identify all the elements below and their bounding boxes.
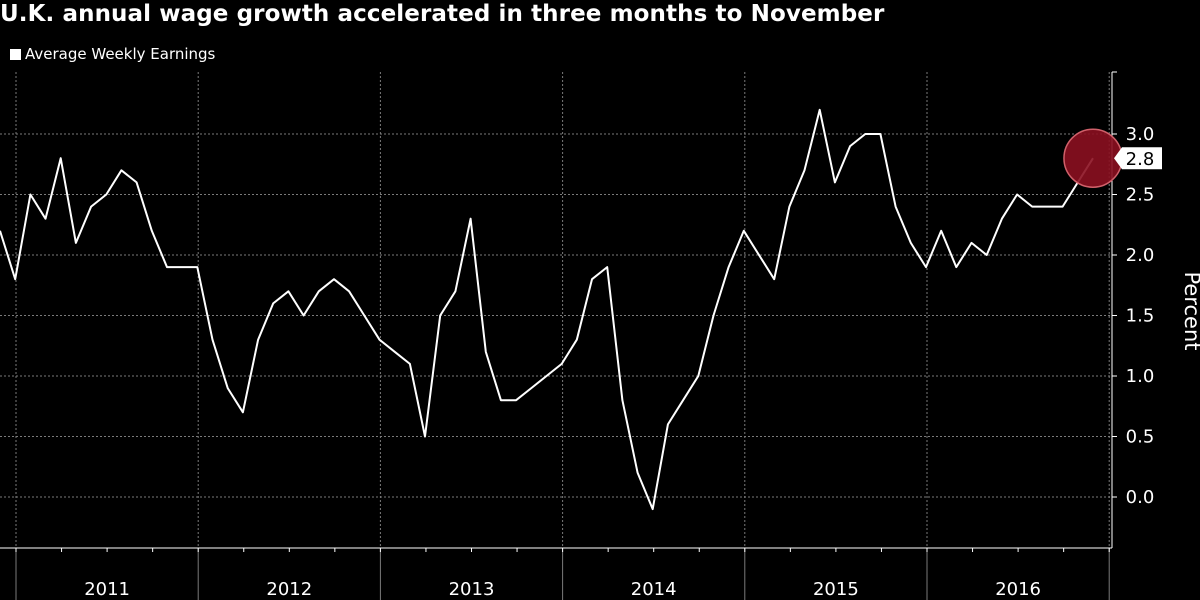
x-tick-label: 2015 — [813, 579, 859, 600]
y-tick-label: 2.0 — [1126, 245, 1155, 266]
series-line-average-weekly-earnings — [0, 108, 1094, 511]
x-tick-label: 2014 — [631, 579, 677, 600]
y-tick-label: 1.5 — [1126, 306, 1155, 327]
y-tick-label: 2.5 — [1126, 185, 1155, 206]
series-layer — [0, 108, 1094, 511]
axis-layer: 0.0 0.5 1.0 1.5 2.0 2.5 3.0 2011 2012 2013 2014 201… — [0, 71, 1200, 600]
x-tick-label: 2016 — [995, 579, 1041, 600]
last-point-highlight — [1063, 128, 1123, 188]
grid-layer — [0, 72, 1112, 548]
y-tick-label: 1.0 — [1126, 366, 1155, 387]
y-tick-label: 0.0 — [1126, 487, 1155, 508]
legend: Average Weekly Earnings — [10, 45, 215, 63]
x-tick-label: 2013 — [449, 579, 495, 600]
x-tick-label: 2012 — [266, 579, 312, 600]
y-axis-title: Percent — [1180, 271, 1200, 350]
annotation-layer: 2.8 — [1063, 128, 1162, 188]
y-tick-label: 0.5 — [1126, 427, 1155, 448]
y-tick-label: 3.0 — [1126, 124, 1155, 145]
last-value-label: 2.8 — [1126, 149, 1155, 170]
legend-label: Average Weekly Earnings — [25, 45, 216, 63]
chart-title: U.K. annual wage growth accelerated in t… — [0, 1, 885, 27]
last-value-callout — [1114, 147, 1162, 170]
x-tick-label: 2011 — [84, 579, 130, 600]
legend-swatch — [10, 48, 21, 60]
